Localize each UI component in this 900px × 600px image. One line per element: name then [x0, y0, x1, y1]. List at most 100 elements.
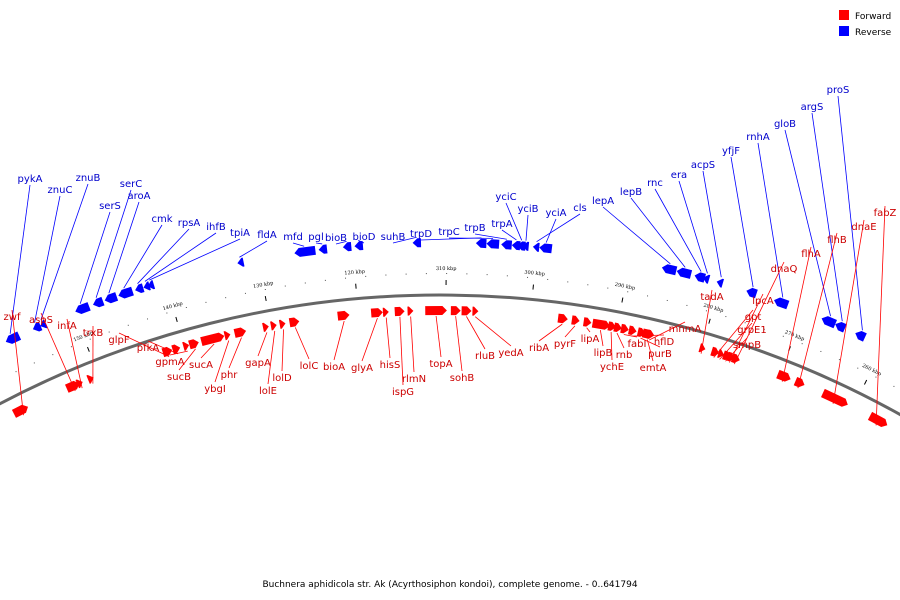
minor-tick — [647, 295, 649, 297]
gene-label: serC — [120, 179, 142, 190]
gene-leader — [455, 316, 463, 372]
gene-label: rpsA — [178, 218, 201, 229]
gene-label: emtA — [640, 363, 667, 374]
gene-leader — [781, 246, 812, 382]
gene-leader — [123, 224, 163, 289]
gene-rnhA — [774, 297, 790, 310]
minor-tick — [304, 282, 306, 284]
gene-label: flhB — [827, 235, 847, 246]
gene-leader — [501, 229, 517, 241]
gene-bioD — [354, 241, 364, 251]
gene-label: cls — [573, 203, 587, 214]
gene-leader — [294, 327, 310, 360]
gene-leader — [228, 337, 242, 369]
gene-label: yciA — [545, 208, 566, 219]
gene-gapA — [262, 322, 269, 332]
gene-leader — [700, 289, 713, 354]
gene-fldA — [237, 257, 245, 267]
minor-tick — [801, 343, 803, 345]
gene-label: phr — [221, 370, 239, 381]
gene-label: mnmA — [669, 324, 702, 335]
minor-tick — [607, 287, 609, 289]
gene-label: bioA — [323, 362, 345, 373]
minor-tick — [15, 371, 17, 373]
gene-leader — [358, 239, 365, 244]
gene-leader — [630, 197, 686, 268]
gene-leader — [586, 327, 591, 333]
minor-tick — [857, 367, 859, 369]
tick-label: 260 kbp — [861, 363, 882, 378]
gene-znuB — [40, 319, 48, 329]
gene-leader — [410, 316, 415, 373]
gene-label: rluB — [475, 351, 495, 362]
gene-sucA — [200, 332, 225, 346]
minor-tick — [108, 331, 110, 333]
legend-reverse-swatch — [839, 26, 849, 36]
gene-leader — [649, 321, 686, 341]
gene-leader — [733, 261, 785, 365]
gene-label: rlmN — [402, 374, 426, 385]
tick-label: 280 kbp — [703, 302, 724, 314]
legend: Forward Reverse — [839, 10, 892, 38]
gene-label: aroA — [128, 191, 151, 202]
gene-ispG — [394, 306, 405, 317]
tick-label: 300 kbp — [524, 270, 545, 278]
gene-label: fabI — [628, 339, 647, 350]
gene-lolC — [288, 317, 300, 328]
minor-tick — [185, 306, 187, 308]
gene-argS — [835, 322, 847, 333]
gene-label: pgl — [308, 232, 323, 243]
gene-label: grpE1 — [737, 325, 767, 336]
gene-mnmA — [646, 329, 654, 339]
gene-label: lepA — [592, 196, 614, 207]
gene-leader — [147, 340, 179, 355]
gene-label: dnaQ — [771, 264, 798, 275]
gene-lipB — [591, 318, 610, 330]
gene-leader — [335, 240, 347, 245]
minor-tick — [627, 291, 629, 293]
gene-trpD — [475, 238, 487, 249]
legend-forward-swatch — [839, 10, 849, 20]
gene-leader — [837, 95, 863, 331]
gene-yciB — [522, 241, 530, 251]
gene-label: yciB — [517, 204, 538, 215]
gene-trxB — [86, 375, 94, 384]
gene-sohB — [450, 306, 461, 316]
gene-hisS — [382, 307, 389, 317]
gene-leader — [144, 232, 217, 282]
minor-tick — [324, 279, 326, 281]
gene-label: fldA — [257, 230, 277, 241]
gene-label: hisS — [380, 360, 401, 371]
gene-lolE — [270, 321, 277, 331]
gene-leader — [602, 206, 671, 265]
gene-leader — [66, 318, 83, 389]
gene-yciC — [517, 241, 526, 251]
gene-label: rnhA — [746, 132, 770, 143]
gene-pykA — [5, 331, 22, 344]
gene-label: tpiA — [230, 228, 250, 239]
tick-label: 140 kbp — [162, 301, 183, 312]
gene-leader — [392, 236, 417, 244]
gene-leader — [730, 156, 754, 288]
gene-yedA — [472, 306, 479, 316]
gene-label: lpcA — [752, 296, 774, 307]
gene-pyrF — [571, 315, 580, 325]
minor-tick — [205, 301, 207, 303]
major-tick — [264, 295, 267, 302]
gene-gloB — [821, 316, 837, 329]
gene-label: tadA — [700, 292, 723, 303]
minor-tick — [127, 324, 129, 326]
gene-ribA — [557, 313, 568, 324]
gene-leader — [137, 228, 190, 284]
gene-leader — [40, 312, 76, 392]
gene-leader — [361, 317, 378, 362]
minor-tick — [385, 274, 387, 276]
gene-label: smpB — [733, 340, 761, 351]
gene-leader — [545, 218, 557, 243]
gene-leader — [702, 170, 722, 278]
minor-tick — [89, 338, 91, 340]
gene-leader — [399, 316, 404, 386]
gene-leader — [11, 309, 24, 416]
